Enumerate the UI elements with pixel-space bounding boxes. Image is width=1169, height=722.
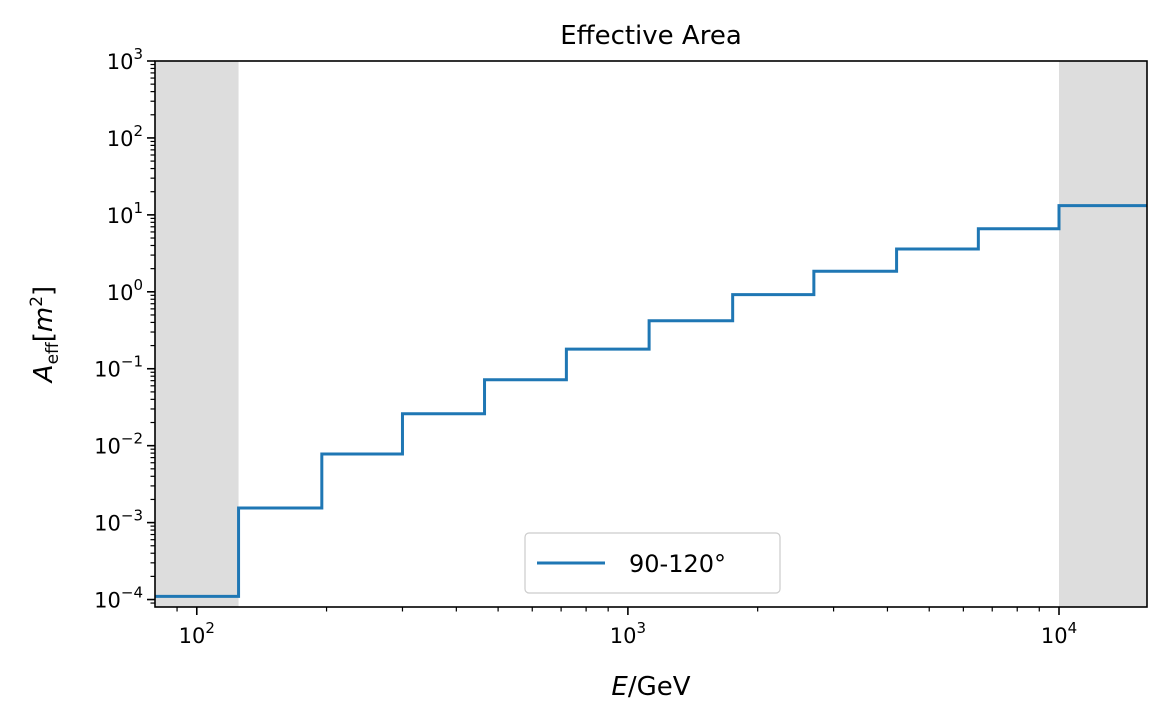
y-axis-label: Aeff[m2] — [27, 286, 63, 384]
x-axis-label: E/GeV — [611, 672, 690, 702]
legend-label-90-120: 90-120° — [629, 550, 726, 578]
y-axis-label-bracket-close: ] — [29, 286, 59, 296]
y-tick-label: 10−4 — [94, 584, 143, 613]
shaded-regions — [155, 61, 1147, 607]
x-axis-label-unit: /GeV — [628, 672, 691, 702]
x-tick-label: 102 — [179, 619, 215, 648]
y-tick-label: 100 — [107, 276, 143, 305]
x-axis-label-var: E — [611, 672, 628, 702]
shaded-region-low — [155, 61, 239, 607]
plot-frame — [154, 60, 1148, 608]
y-tick-label: 10−3 — [94, 507, 143, 536]
shaded-region-high — [1059, 61, 1147, 607]
y-tick-label: 102 — [107, 122, 143, 151]
series-layer — [155, 204, 1147, 598]
legend-box — [524, 532, 781, 594]
y-tick-label: 10−2 — [94, 430, 143, 459]
y-tick-label: 10−1 — [94, 353, 143, 382]
y-axis-label-var: A — [29, 364, 59, 384]
chart-title: Effective Area — [560, 21, 742, 51]
y-axis-label-unit-exp: 2 — [27, 296, 47, 307]
x-axis-ticks: 102 103 104 — [176, 607, 1077, 648]
y-tick-label: 103 — [107, 45, 143, 74]
x-tick-label: 103 — [610, 619, 646, 648]
y-axis-label-unit-var: m — [29, 307, 59, 332]
legend: 90-120° — [524, 532, 781, 594]
x-tick-label: 104 — [1041, 619, 1077, 648]
y-tick-label: 101 — [107, 199, 143, 228]
series-line-0 — [155, 204, 1147, 598]
y-axis-ticks: 10−4 10−3 10−2 10−1 100 101 102 103 — [94, 45, 155, 613]
y-axis-label-bracket-open: [ — [29, 332, 59, 342]
y-axis-label-sub: eff — [43, 341, 63, 364]
